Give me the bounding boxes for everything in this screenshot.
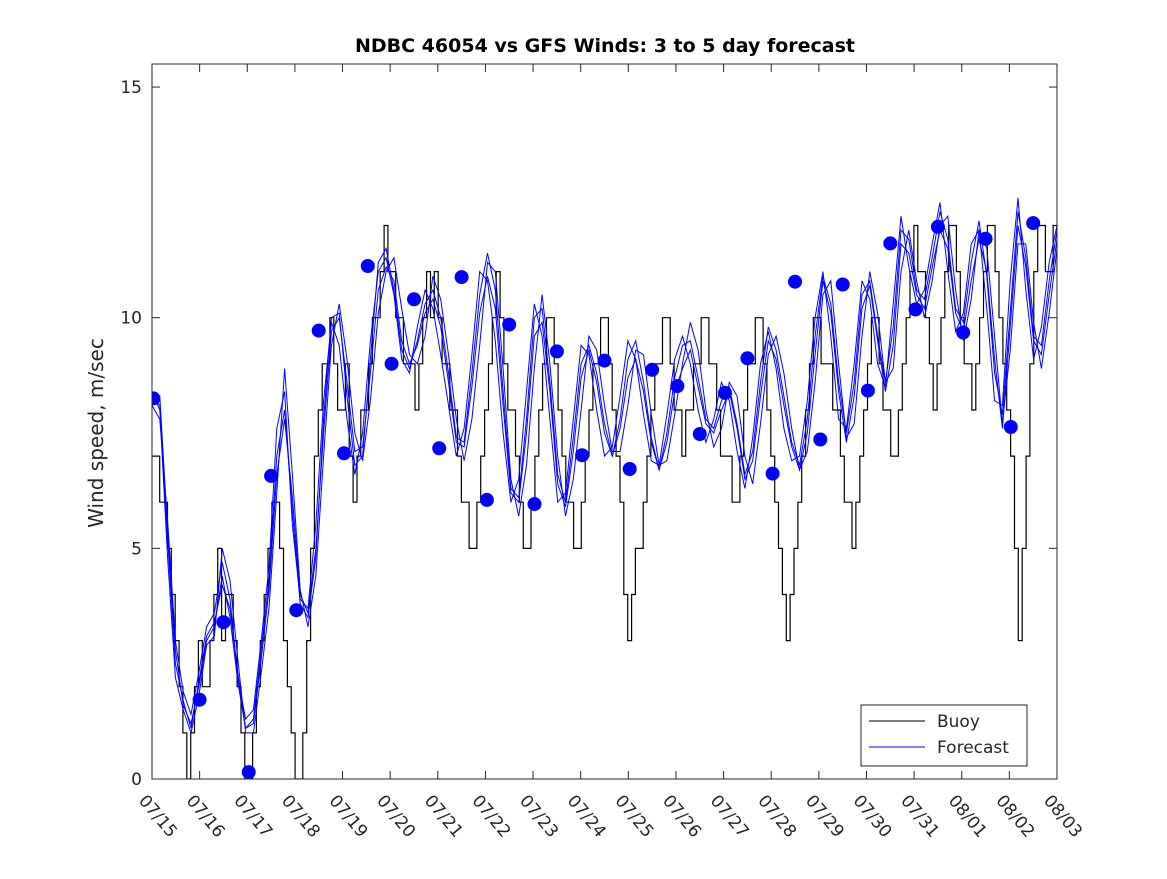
- y-tick-label: 0: [131, 770, 142, 790]
- y-tick-label: 15: [120, 78, 142, 98]
- forecast-marker: [692, 427, 707, 441]
- forecast-marker: [597, 353, 612, 368]
- forecast-marker: [152, 391, 161, 406]
- y-axis-label: Wind speed, m/sec: [84, 338, 108, 528]
- forecast-marker: [289, 603, 304, 618]
- forecast-marker: [549, 344, 564, 359]
- legend-buoy-label: Buoy: [937, 712, 980, 732]
- forecast-marker: [432, 441, 447, 456]
- forecast-marker: [479, 492, 494, 507]
- forecast-marker: [788, 274, 802, 289]
- forecast-marker: [502, 317, 517, 332]
- forecast-marker: [883, 236, 898, 251]
- forecast-marker: [835, 277, 850, 292]
- chart-title: NDBC 46054 vs GFS Winds: 3 to 5 day fore…: [355, 35, 855, 57]
- forecast-marker: [908, 302, 923, 317]
- forecast-marker: [384, 356, 399, 371]
- forecast-marker: [1026, 216, 1041, 231]
- forecast-marker: [241, 765, 256, 779]
- forecast-marker: [264, 468, 279, 483]
- forecast-marker: [860, 383, 875, 398]
- y-tick-label: 5: [131, 539, 142, 559]
- forecast-marker: [192, 692, 207, 707]
- forecast-marker: [645, 362, 660, 377]
- forecast-marker: [407, 292, 421, 307]
- y-tick-label: 10: [120, 309, 142, 329]
- forecast-marker: [978, 231, 993, 246]
- forecast-marker: [454, 270, 469, 285]
- legend: Buoy Forecast: [860, 704, 1028, 767]
- forecast-series-line-3: [152, 214, 1057, 735]
- axes-box: [151, 63, 1058, 780]
- forecast-marker: [765, 466, 780, 481]
- forecast-marker: [622, 462, 637, 476]
- forecast-marker: [337, 446, 351, 461]
- forecast-marker: [216, 615, 231, 630]
- forecast-marker: [956, 325, 971, 340]
- forecast-marker: [311, 323, 326, 338]
- plot-area: [152, 197, 1057, 779]
- forecast-marker: [360, 259, 375, 273]
- series-group: [152, 197, 1057, 779]
- legend-forecast-label: Forecast: [937, 738, 1009, 758]
- buoy-series-line: [152, 224, 1057, 779]
- forecast-marker: [740, 351, 755, 366]
- forecast-marker: [930, 219, 945, 234]
- forecast-marker: [527, 497, 542, 512]
- forecast-marker: [718, 385, 732, 400]
- forecast-marker: [670, 379, 685, 393]
- legend-box: [860, 704, 1028, 767]
- forecast-marker: [1003, 420, 1018, 434]
- forecast-marker: [813, 432, 828, 447]
- forecast-marker: [575, 448, 590, 463]
